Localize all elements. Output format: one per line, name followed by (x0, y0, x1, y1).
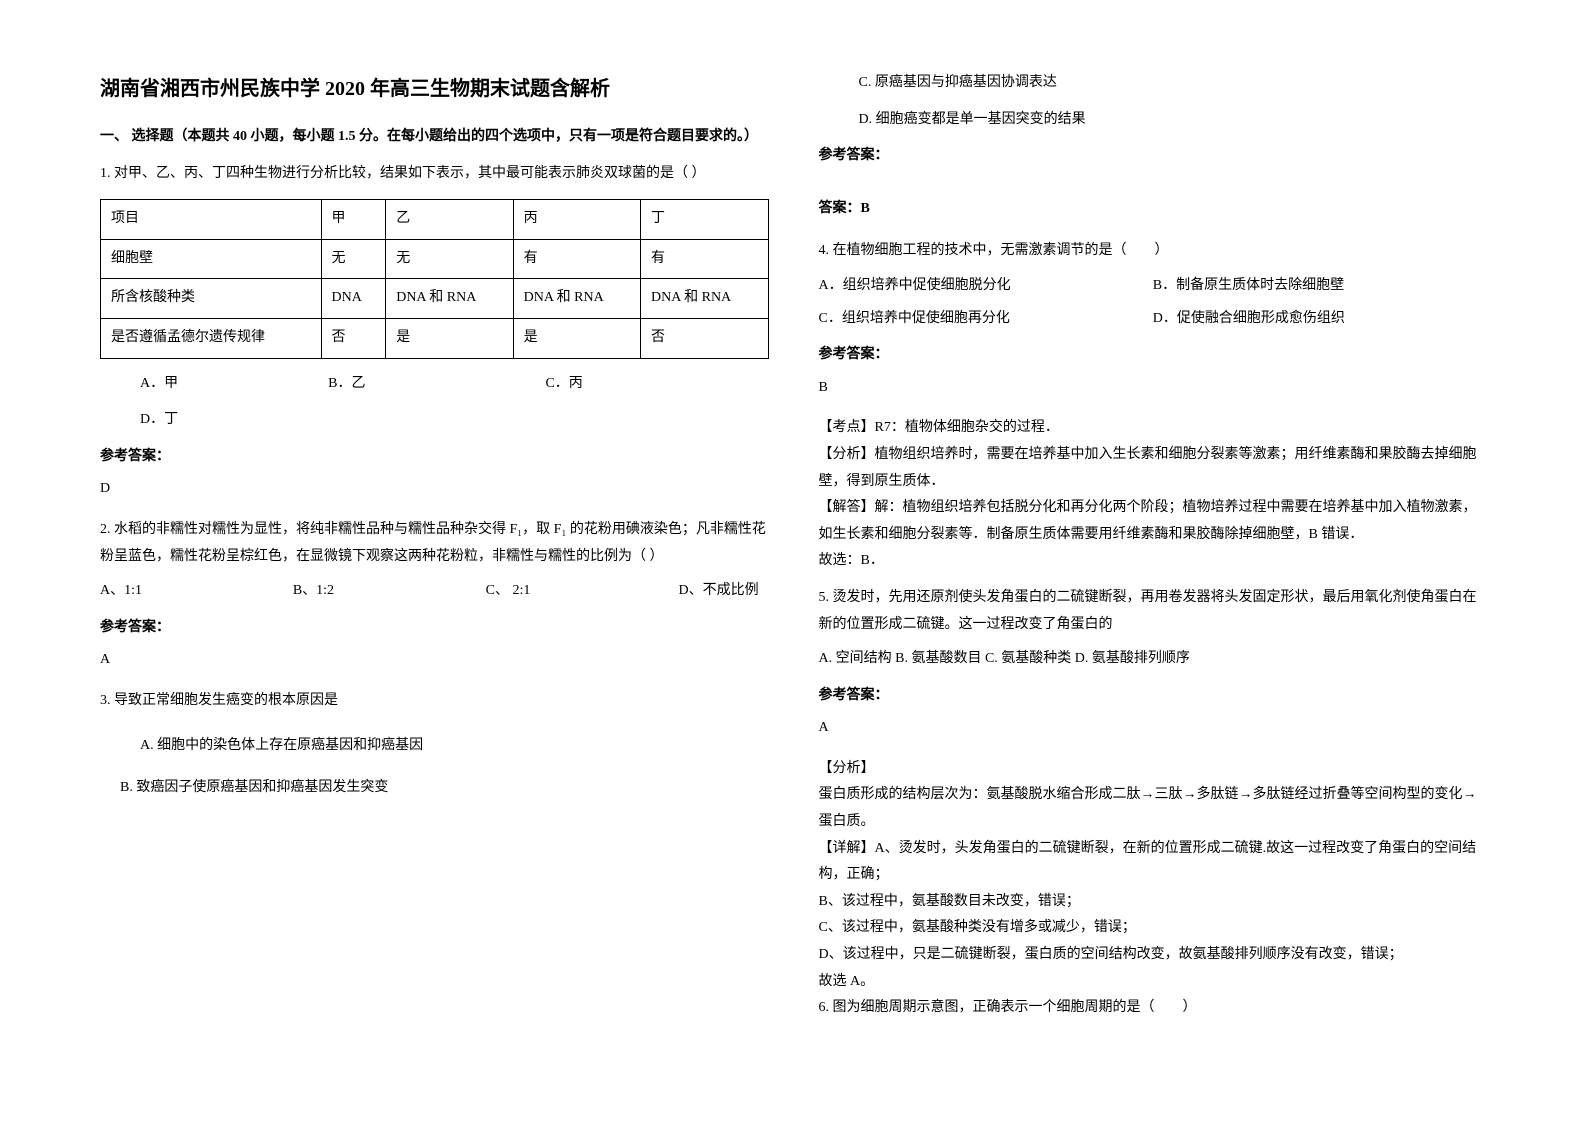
q4-options-row1: A．组织培养中促使细胞脱分化 B．制备原生质体时去除细胞壁 (819, 273, 1488, 300)
q3-option-b: B. 致癌因子使原癌基因和抑癌基因发生突变 (100, 775, 769, 802)
q3-answer-prefix: 答案：B (819, 196, 1488, 223)
q4-text: 4. 在植物细胞工程的技术中，无需激素调节的是（ ） (819, 238, 1488, 265)
q1-option-a: A．甲 (140, 371, 178, 398)
q1-option-c: C．丙 (545, 371, 582, 398)
table-cell: 否 (641, 318, 768, 358)
q5-b: B、该过程中，氨基酸数目未改变，错误； (819, 889, 1488, 916)
q2-answer-label: 参考答案： (100, 615, 769, 642)
q3-text: 3. 导致正常细胞发生癌变的根本原因是 (100, 688, 769, 715)
table-cell: 丙 (513, 200, 640, 240)
table-cell: 无 (321, 239, 386, 279)
q5-fenxi: 蛋白质形成的结构层次为：氨基酸脱水缩合形成二肽→三肽→多肽链→多肽链经过折叠等空… (819, 782, 1488, 835)
q3-option-c: C. 原癌基因与抑癌基因协调表达 (819, 70, 1488, 97)
q5-options: A. 空间结构 B. 氨基酸数目 C. 氨基酸种类 D. 氨基酸排列顺序 (819, 646, 1488, 673)
table-cell: 细胞壁 (101, 239, 322, 279)
q5-answer-label: 参考答案： (819, 683, 1488, 710)
q4-option-a: A．组织培养中促使细胞脱分化 (819, 273, 1153, 300)
q4-jieda: 【解答】解：植物组织培养包括脱分化和再分化两个阶段；植物培养过程中需要在培养基中… (819, 495, 1488, 548)
q4-fenxi: 【分析】植物组织培养时，需要在培养基中加入生长素和细胞分裂素等激素；用纤维素酶和… (819, 442, 1488, 495)
table-cell: DNA (321, 279, 386, 319)
table-cell: 项目 (101, 200, 322, 240)
table-cell: 是 (386, 318, 513, 358)
table-cell: 有 (641, 239, 768, 279)
q5-fenxi-label: 【分析】 (819, 756, 1488, 783)
q4-option-b: B．制备原生质体时去除细胞壁 (1153, 273, 1487, 300)
q5-xiangjie: 【详解】A、烫发时，头发角蛋白的二硫键断裂，在新的位置形成二硫键.故这一过程改变… (819, 836, 1488, 889)
table-cell: 所含核酸种类 (101, 279, 322, 319)
q3-option-a: A. 细胞中的染色体上存在原癌基因和抑癌基因 (100, 733, 769, 760)
q5-guxuan: 故选 A。 (819, 969, 1488, 996)
table-cell: 乙 (386, 200, 513, 240)
q1-answer: D (100, 476, 769, 503)
q1-option-d: D．丁 (100, 407, 769, 434)
q2-option-b: B、1:2 (293, 578, 486, 605)
q2-answer: A (100, 647, 769, 674)
q2-text: 2. 水稻的非糯性对糯性为显性，将纯非糯性品种与糯性品种杂交得 F₁，取 F₁ … (100, 517, 769, 570)
table-cell: DNA 和 RNA (641, 279, 768, 319)
table-cell: 甲 (321, 200, 386, 240)
q4-option-d: D．促使融合细胞形成愈伤组织 (1153, 306, 1487, 333)
q4-guxuan: 故选：B． (819, 548, 1488, 575)
table-cell: DNA 和 RNA (386, 279, 513, 319)
q2-option-c: C、 2:1 (486, 578, 679, 605)
q5-answer: A (819, 715, 1488, 742)
table-cell: 否 (321, 318, 386, 358)
table-row: 所含核酸种类 DNA DNA 和 RNA DNA 和 RNA DNA 和 RNA (101, 279, 769, 319)
q1-answer-label: 参考答案： (100, 444, 769, 471)
q3-answer-label: 参考答案： (819, 143, 1488, 170)
q2-option-d: D、不成比例 (678, 578, 768, 605)
page-title: 湖南省湘西市州民族中学 2020 年高三生物期末试题含解析 (100, 70, 769, 108)
q1-option-b: B．乙 (328, 371, 365, 398)
q5-d: D、该过程中，只是二硫键断裂，蛋白质的空间结构改变，故氨基酸排列顺序没有改变，错… (819, 942, 1488, 969)
q6-text: 6. 图为细胞周期示意图，正确表示一个细胞周期的是（ ） (819, 995, 1488, 1022)
q5-text: 5. 烫发时，先用还原剂使头发角蛋白的二硫键断裂，再用卷发器将头发固定形状，最后… (819, 585, 1488, 638)
q4-answer-label: 参考答案： (819, 342, 1488, 369)
q3-option-d: D. 细胞癌变都是单一基因突变的结果 (819, 107, 1488, 134)
q2-option-a: A、1:1 (100, 578, 293, 605)
q1-table: 项目 甲 乙 丙 丁 细胞壁 无 无 有 有 所含核酸种类 DNA DNA 和 … (100, 199, 769, 358)
q5-c: C、该过程中，氨基酸种类没有增多或减少，错误； (819, 915, 1488, 942)
table-cell: 丁 (641, 200, 768, 240)
right-column: C. 原癌基因与抑癌基因协调表达 D. 细胞癌变都是单一基因突变的结果 参考答案… (819, 70, 1488, 1052)
q2-options: A、1:1 B、1:2 C、 2:1 D、不成比例 (100, 578, 769, 605)
q4-answer: B (819, 375, 1488, 402)
table-cell: DNA 和 RNA (513, 279, 640, 319)
table-row: 是否遵循孟德尔遗传规律 否 是 是 否 (101, 318, 769, 358)
table-cell: 是否遵循孟德尔遗传规律 (101, 318, 322, 358)
table-cell: 是 (513, 318, 640, 358)
q4-option-c: C．组织培养中促使细胞再分化 (819, 306, 1153, 333)
q1-options-row1: A．甲 B．乙 C．丙 (100, 371, 769, 398)
table-row: 细胞壁 无 无 有 有 (101, 239, 769, 279)
q4-kaodian: 【考点】R7：植物体细胞杂交的过程． (819, 415, 1488, 442)
left-column: 湖南省湘西市州民族中学 2020 年高三生物期末试题含解析 一、 选择题（本题共… (100, 70, 769, 1052)
table-cell: 无 (386, 239, 513, 279)
table-header-row: 项目 甲 乙 丙 丁 (101, 200, 769, 240)
q4-options-row2: C．组织培养中促使细胞再分化 D．促使融合细胞形成愈伤组织 (819, 306, 1488, 333)
section-header: 一、 选择题（本题共 40 小题，每小题 1.5 分。在每小题给出的四个选项中，… (100, 124, 769, 151)
q1-text: 1. 对甲、乙、丙、丁四种生物进行分析比较，结果如下表示，其中最可能表示肺炎双球… (100, 161, 769, 188)
table-cell: 有 (513, 239, 640, 279)
